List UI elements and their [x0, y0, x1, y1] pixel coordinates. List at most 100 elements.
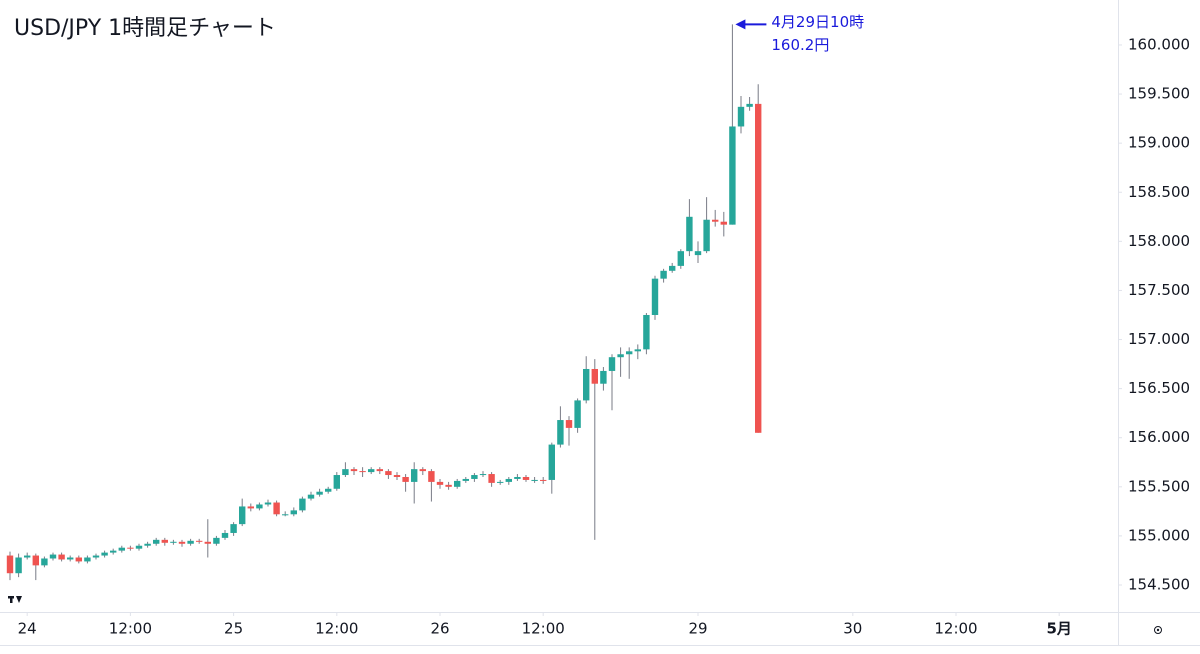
candle-body	[299, 498, 306, 511]
candle-body	[479, 474, 487, 476]
candle-body	[436, 481, 444, 485]
y-tick-label: 159.500	[1128, 85, 1190, 103]
candle-body	[316, 491, 323, 495]
candle-body	[239, 506, 246, 525]
candle-body	[488, 474, 495, 483]
candle-body	[6, 555, 14, 574]
candle-body	[187, 540, 194, 544]
candle-body	[471, 475, 478, 479]
candle-body	[333, 475, 340, 489]
candle-body	[144, 543, 151, 546]
x-tick-label: 26	[430, 620, 449, 638]
y-tick-label: 155.500	[1128, 477, 1190, 495]
candle-body	[350, 469, 358, 472]
candle-body	[127, 547, 134, 549]
candle-body	[118, 547, 125, 551]
candle-body	[402, 476, 409, 482]
candle-body	[522, 476, 530, 480]
candle-body	[213, 537, 220, 544]
candle-body	[514, 476, 521, 479]
candle-body	[411, 469, 418, 482]
annotation-text: 160.2円	[771, 36, 829, 54]
candle-body	[41, 558, 48, 566]
y-tick-label: 156.500	[1128, 379, 1190, 397]
y-tick-label: 157.000	[1128, 330, 1190, 348]
candle-body	[497, 481, 504, 483]
candle-body	[626, 351, 633, 355]
candle-body	[385, 471, 392, 476]
annotation-arrowhead	[735, 19, 746, 30]
candle-body	[221, 532, 229, 538]
y-tick-label: 155.000	[1128, 526, 1190, 544]
candle-body	[359, 471, 366, 473]
candle-body	[712, 219, 719, 222]
candle-body	[591, 368, 598, 384]
candle-body	[342, 469, 349, 476]
x-tick-label: 12:00	[522, 620, 565, 638]
candle-body	[84, 557, 91, 562]
candle-body	[153, 539, 160, 544]
candle-body	[737, 106, 745, 127]
candle-body	[101, 552, 108, 556]
candle-body	[651, 278, 659, 315]
y-tick-label: 158.500	[1128, 183, 1190, 201]
candle-body	[204, 541, 211, 544]
candle-body	[454, 480, 461, 487]
candle-body	[583, 368, 590, 401]
logo	[8, 596, 22, 603]
candle-body	[376, 469, 383, 472]
y-tick-label: 159.000	[1128, 134, 1190, 152]
y-tick-label: 158.000	[1128, 232, 1190, 250]
candle-body	[67, 557, 74, 560]
candle-body	[557, 420, 564, 445]
candle-body	[462, 478, 469, 481]
candle-body	[230, 524, 237, 533]
candle-body	[92, 555, 100, 558]
candle-body	[75, 557, 82, 562]
x-tick-label: 12:00	[109, 620, 152, 638]
candle-body	[368, 469, 375, 473]
candle-body	[755, 103, 762, 433]
x-tick-label: 5月	[1046, 620, 1071, 638]
x-tick-label: 29	[688, 620, 707, 638]
candle-body	[505, 478, 512, 482]
x-tick-label: 24	[18, 620, 37, 638]
y-tick-label: 154.500	[1128, 575, 1190, 593]
y-tick-label: 157.500	[1128, 281, 1190, 299]
candle-body	[746, 103, 753, 107]
candle-body	[24, 555, 31, 558]
candle-body	[565, 420, 573, 428]
candle-body	[694, 251, 702, 256]
candle-body	[643, 314, 650, 350]
candle-body	[720, 221, 727, 225]
candle-body	[178, 541, 186, 544]
settings-icon[interactable]	[1154, 626, 1162, 634]
candle-body	[290, 510, 297, 515]
candle-body	[617, 354, 624, 358]
candle-body	[135, 545, 143, 549]
candle-body	[540, 479, 547, 481]
candle-body	[600, 370, 607, 384]
candle-body	[548, 444, 555, 480]
candle-body	[677, 251, 684, 266]
y-tick-label: 156.000	[1128, 428, 1190, 446]
candle-body	[686, 216, 693, 252]
candle-body	[428, 471, 435, 482]
x-tick-label: 12:00	[934, 620, 977, 638]
candle-body	[531, 479, 538, 481]
candle-body	[15, 557, 22, 574]
candle-body	[58, 554, 65, 560]
chart-title: USD/JPY 1時間足チャート	[14, 16, 276, 41]
candle-body	[634, 349, 641, 352]
candle-body	[273, 502, 280, 515]
candle-body	[247, 506, 254, 509]
candle-body	[393, 475, 401, 477]
candle-body	[729, 126, 736, 225]
candle-body	[325, 488, 332, 492]
candle-body	[196, 540, 203, 542]
candle-body	[445, 484, 452, 487]
annotation-text: 4月29日10時	[771, 13, 864, 31]
x-tick-label: 30	[843, 620, 862, 638]
